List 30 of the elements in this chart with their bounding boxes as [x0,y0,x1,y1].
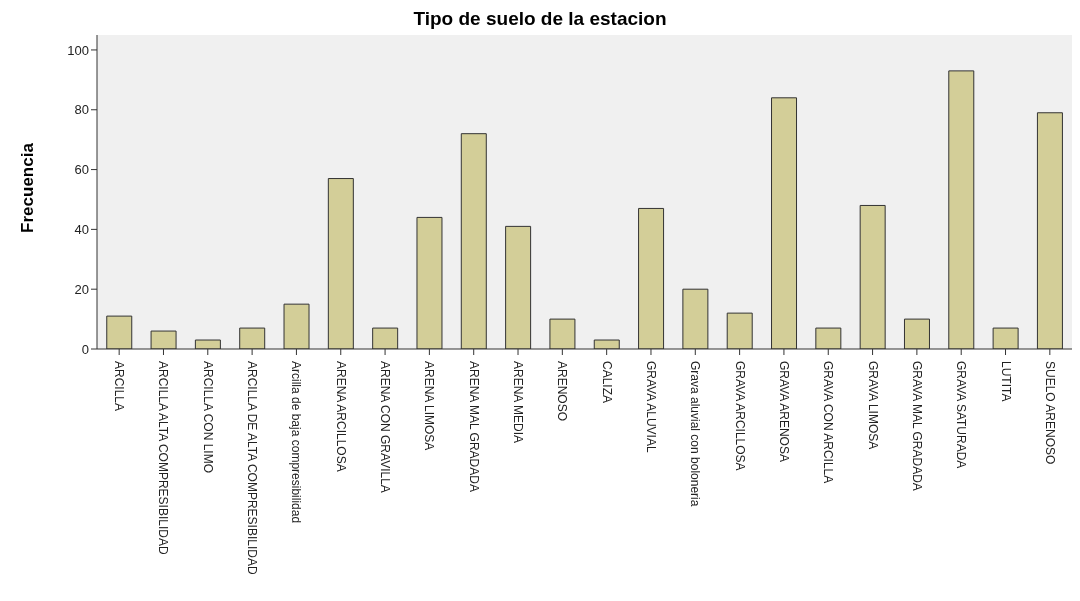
y-tick-label: 0 [81,341,89,357]
x-tick-label: GRAVA ARENOSA [776,361,791,462]
x-tick-label: GRAVA SATURADA [954,361,969,469]
x-tick-label: ARENOSO [555,361,570,422]
x-tick-label: GRAVA ARCILLOSA [732,361,747,471]
chart-title: Tipo de suelo de la estacion [412,8,668,30]
x-tick-label: Grava aluvial con boloneria [688,361,703,507]
x-tick-label: CALIZA [599,361,614,404]
x-tick-label: ARCILLA [112,361,127,412]
x-tick-label: GRAVA MAL GRADADA [909,361,924,491]
x-tick-label: ARCILLA CON LIMO [200,361,215,474]
x-tick-label: LUTITA [998,361,1013,402]
y-tick-label: 40 [74,222,89,237]
x-tick-label: GRAVA CON ARCILLA [821,361,836,484]
x-tick-label: ARENA CON GRAVILLA [378,361,393,493]
x-tick-label: Arcilla de baja compresibilidad [289,361,304,524]
x-tick-label: ARENA MAL GRADADA [466,361,481,492]
x-tick-label: SUELO ARENOSO [1042,361,1057,465]
x-tick-label: ARCILLA DE ALTA COMPRESIBILIDAD [245,361,260,575]
x-tick-label: GRAVA ALUVIAL [643,361,658,453]
x-tick-label: ARENA ARCILLOSA [333,361,348,472]
x-tick-label: ARENA LIMOSA [422,361,437,451]
x-tick-label: ARENA MEDIA [511,361,526,444]
y-axis-title: Frecuencia [18,143,38,233]
x-tick-label: GRAVA LIMOSA [865,361,880,450]
y-tick-label: 100 [67,42,89,58]
y-tick-label: 80 [74,102,89,118]
y-tick-label: 60 [74,162,89,178]
x-tick-label: ARCILLA ALTA COMPRESIBILIDAD [156,361,171,555]
y-tick-label: 20 [74,281,89,297]
